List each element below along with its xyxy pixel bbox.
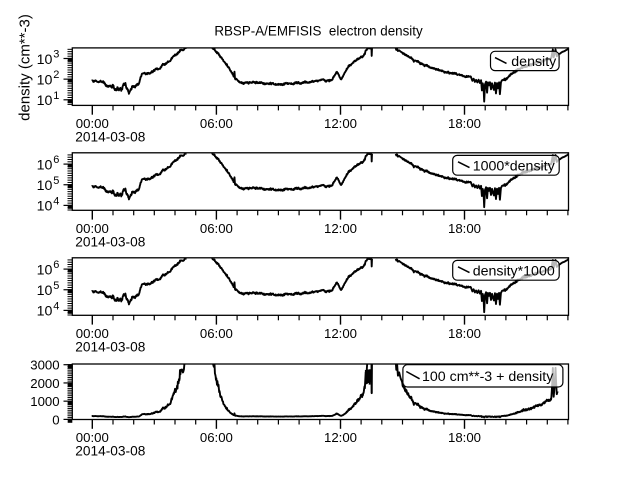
svg-text:6: 6 [53,259,59,271]
svg-text:12:00: 12:00 [324,116,357,131]
svg-text:12:00: 12:00 [324,326,357,341]
svg-text:10: 10 [37,199,53,215]
svg-text:3000: 3000 [30,358,59,373]
svg-text:density*1000: density*1000 [473,263,555,279]
svg-text:1000*density: 1000*density [473,158,556,174]
svg-text:10: 10 [37,304,53,320]
svg-text:06:00: 06:00 [200,430,233,445]
svg-text:00:00: 00:00 [76,116,109,131]
svg-text:18:00: 18:00 [448,326,481,341]
svg-text:06:00: 06:00 [200,326,233,341]
svg-text:00:00: 00:00 [76,221,109,236]
svg-text:4: 4 [53,195,59,207]
svg-text:1000: 1000 [30,394,59,409]
svg-text:18:00: 18:00 [448,221,481,236]
svg-text:18:00: 18:00 [448,116,481,131]
svg-text:12:00: 12:00 [324,430,357,445]
svg-text:2014-03-08: 2014-03-08 [75,340,145,355]
svg-text:12:00: 12:00 [324,221,357,236]
svg-text:00:00: 00:00 [76,326,109,341]
svg-text:10: 10 [37,52,53,68]
svg-text:2014-03-08: 2014-03-08 [75,444,145,459]
svg-text:0: 0 [52,412,59,427]
svg-text:00:00: 00:00 [76,430,109,445]
svg-text:density (cm**-3): density (cm**-3) [17,14,34,121]
svg-text:06:00: 06:00 [200,221,233,236]
svg-text:5: 5 [53,280,59,292]
svg-text:1: 1 [53,90,59,102]
svg-text:3: 3 [53,49,59,61]
svg-text:2014-03-08: 2014-03-08 [75,130,145,145]
svg-text:10: 10 [37,262,53,278]
svg-text:2: 2 [53,69,59,81]
svg-text:10: 10 [37,283,53,299]
svg-text:4: 4 [53,300,59,312]
svg-text:2000: 2000 [30,376,59,391]
svg-text:06:00: 06:00 [200,116,233,131]
svg-text:5: 5 [53,175,59,187]
svg-text:18:00: 18:00 [448,430,481,445]
svg-text:RBSP-A/EMFISIS electron densi: RBSP-A/EMFISIS electron density [214,23,423,38]
svg-text:density: density [511,54,557,70]
svg-text:10: 10 [37,72,53,88]
svg-text:2014-03-08: 2014-03-08 [75,235,145,250]
svg-text:10: 10 [37,178,53,194]
svg-text:10: 10 [37,93,53,109]
svg-text:6: 6 [53,154,59,166]
svg-text:100 cm**-3 + density: 100 cm**-3 + density [422,369,554,385]
svg-text:10: 10 [37,157,53,173]
